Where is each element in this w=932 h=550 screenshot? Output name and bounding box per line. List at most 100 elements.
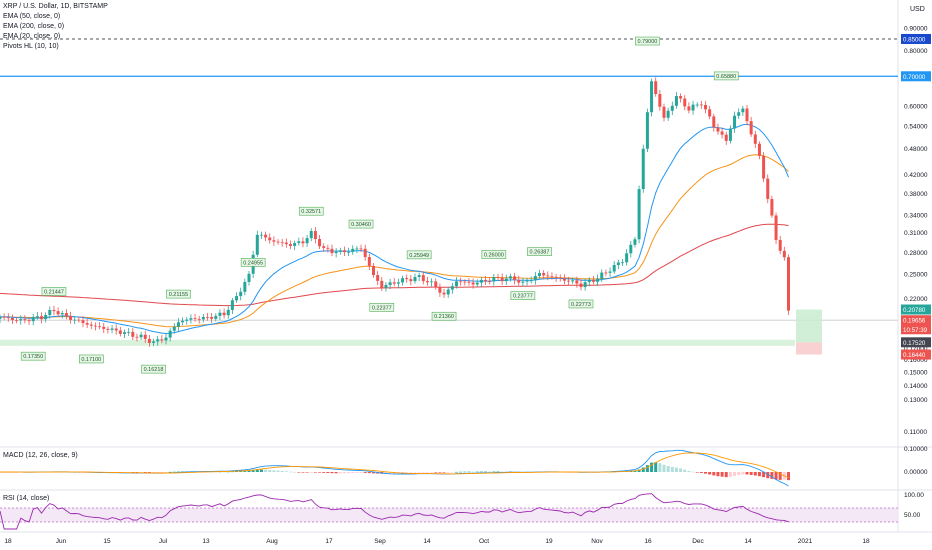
candle-body [255, 234, 259, 255]
price-tag: 0.70000 [901, 71, 931, 82]
candle-body [2, 316, 6, 318]
candle-body [168, 330, 172, 338]
pivot-low-label: 0.22773 [568, 299, 594, 309]
candle-body [645, 112, 649, 149]
macd-histogram-bar [409, 472, 413, 473]
macd-histogram-bar [280, 470, 284, 472]
candle-body [206, 316, 209, 318]
macd-histogram-bar [724, 472, 728, 478]
macd-histogram-bar [401, 472, 405, 473]
candle-body [695, 104, 699, 106]
x-tick-label: Sep [374, 538, 386, 545]
candle-body [538, 273, 541, 277]
candle-body [699, 104, 703, 106]
pivot-high-text: 0.65880 [716, 74, 736, 80]
candle-body [197, 318, 201, 320]
candle-body [351, 248, 355, 252]
candle-body [392, 282, 396, 284]
pivot-low-box [510, 291, 536, 300]
candle-body [326, 247, 330, 249]
macd-histogram-bar [226, 471, 230, 473]
legend-pivots[interactable]: Pivots HL (10, 10) [3, 43, 59, 50]
x-tick-label: 18 [862, 538, 870, 545]
x-tick-label: 18 [4, 538, 12, 545]
pivot-high-text: 0.21155 [169, 292, 188, 298]
macd-histogram-bar [708, 472, 712, 475]
candle-body [724, 134, 728, 141]
candle-body [558, 277, 562, 279]
candle-body [376, 275, 380, 281]
macd-histogram-bar [147, 472, 151, 473]
candle-body [679, 96, 683, 99]
pivot-low-box [141, 364, 166, 374]
pivot-high-label: 0.65880 [713, 71, 739, 81]
y-tick-label: 0.80000 [904, 48, 928, 55]
pivot-high-label: 0.24955 [240, 258, 266, 267]
price-tag: 0.17520 [901, 337, 931, 348]
candle-body [52, 309, 56, 312]
candle-body [529, 280, 533, 282]
candle-body [455, 281, 458, 287]
macd-histogram-bar [459, 471, 463, 473]
candle-body [35, 316, 39, 318]
candle-body [172, 326, 176, 331]
candle-body [69, 316, 73, 320]
macd-histogram-bar [704, 472, 707, 474]
candle-body [550, 276, 554, 278]
candle-body [521, 281, 525, 283]
candle-body [567, 280, 571, 282]
candle-body [218, 312, 222, 316]
macd-histogram-bar [662, 464, 666, 472]
pivot-low-box [431, 311, 457, 321]
candle-body [19, 319, 23, 321]
pivot-low-label: 0.22377 [369, 303, 395, 312]
candle-body [276, 241, 280, 243]
currency-label: USD [910, 6, 925, 13]
macd-histogram-bar [658, 463, 662, 472]
macd-histogram-bar [438, 472, 442, 473]
candle-body [264, 234, 268, 238]
macd-histogram-bar [135, 472, 139, 473]
pivot-high-label: 0.21155 [166, 289, 191, 299]
candle-body [430, 281, 434, 283]
pivot-low-label: 0.16218 [141, 364, 166, 374]
candle-body [484, 279, 488, 282]
candle-body [0, 316, 2, 319]
candle-body [372, 265, 375, 276]
pivot-low-text: 0.23777 [513, 294, 533, 300]
candle-body [654, 81, 658, 95]
candle-body [525, 280, 529, 282]
pivot-low-text: 0.22773 [571, 302, 591, 308]
candle-body [712, 116, 716, 128]
rsi-band [0, 508, 898, 522]
macd-histogram-bar [728, 472, 732, 477]
candle-body [708, 109, 712, 117]
macd-histogram-bar [272, 470, 276, 472]
pivot-high-text: 0.24955 [243, 260, 263, 266]
candle-body [226, 309, 230, 316]
candle-body [297, 241, 301, 244]
legend-ema200[interactable]: EMA (200, close, 0) [3, 23, 65, 30]
legend-ema20[interactable]: EMA (20, close, 0) [3, 33, 61, 40]
candle-body [774, 215, 778, 240]
legend-ema50[interactable]: EMA (50, close, 0) [3, 13, 61, 20]
candle-body [10, 317, 14, 321]
candle-body [488, 281, 492, 283]
candle-body [633, 239, 637, 245]
candle-body [687, 106, 691, 111]
candle-body [342, 250, 346, 253]
candle-body [575, 280, 579, 284]
y-tick-label: 0.34000 [904, 212, 928, 219]
macd-histogram-bar [143, 472, 147, 473]
price-tag: 0.85000 [901, 33, 931, 44]
candle-body [118, 330, 122, 334]
macd-histogram-bar [152, 472, 156, 473]
candle-body [31, 317, 35, 322]
candle-body [562, 278, 566, 281]
candle-body [156, 339, 160, 342]
macd-histogram-bar [342, 472, 346, 474]
candle-body [591, 279, 595, 282]
candle-body [259, 234, 263, 236]
candle-body [189, 318, 193, 320]
